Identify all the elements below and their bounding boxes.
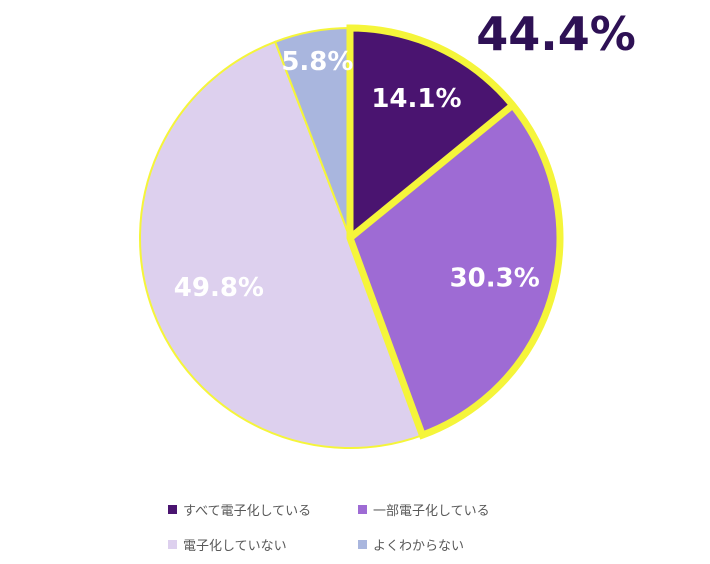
legend-item: よくわからない xyxy=(358,535,548,554)
legend-label: よくわからない xyxy=(373,539,465,554)
legend-label: 電子化していない xyxy=(183,539,287,554)
chart-legend: すべて電子化している 一部電子化している電子化していない よくわからない xyxy=(168,500,548,554)
legend-item: 一部電子化している xyxy=(358,500,548,519)
legend-swatch xyxy=(358,505,367,514)
highlight-outline-path xyxy=(346,24,564,440)
legend-item: すべて電子化している xyxy=(168,500,358,519)
slice-data-label: 5.8% xyxy=(281,47,353,77)
pie-slice xyxy=(139,40,424,449)
pie-slices xyxy=(139,26,561,449)
legend-swatch xyxy=(358,540,367,549)
legend-label: すべて電子化している xyxy=(183,504,312,519)
legend-item: 電子化していない xyxy=(168,535,358,554)
slice-labels: 14.1% 30.3% 49.8% 5.8% xyxy=(174,47,540,303)
slice-data-label: 30.3% xyxy=(450,264,540,294)
highlight-total-label: 44.4% xyxy=(476,7,636,61)
highlight-outline xyxy=(346,24,564,440)
legend-label: 一部電子化している xyxy=(373,504,490,519)
slice-data-label: 14.1% xyxy=(371,84,461,114)
highlight-divider xyxy=(347,102,515,241)
legend-swatch xyxy=(168,505,177,514)
slice-data-label: 49.8% xyxy=(174,273,264,303)
legend-swatch xyxy=(168,540,177,549)
